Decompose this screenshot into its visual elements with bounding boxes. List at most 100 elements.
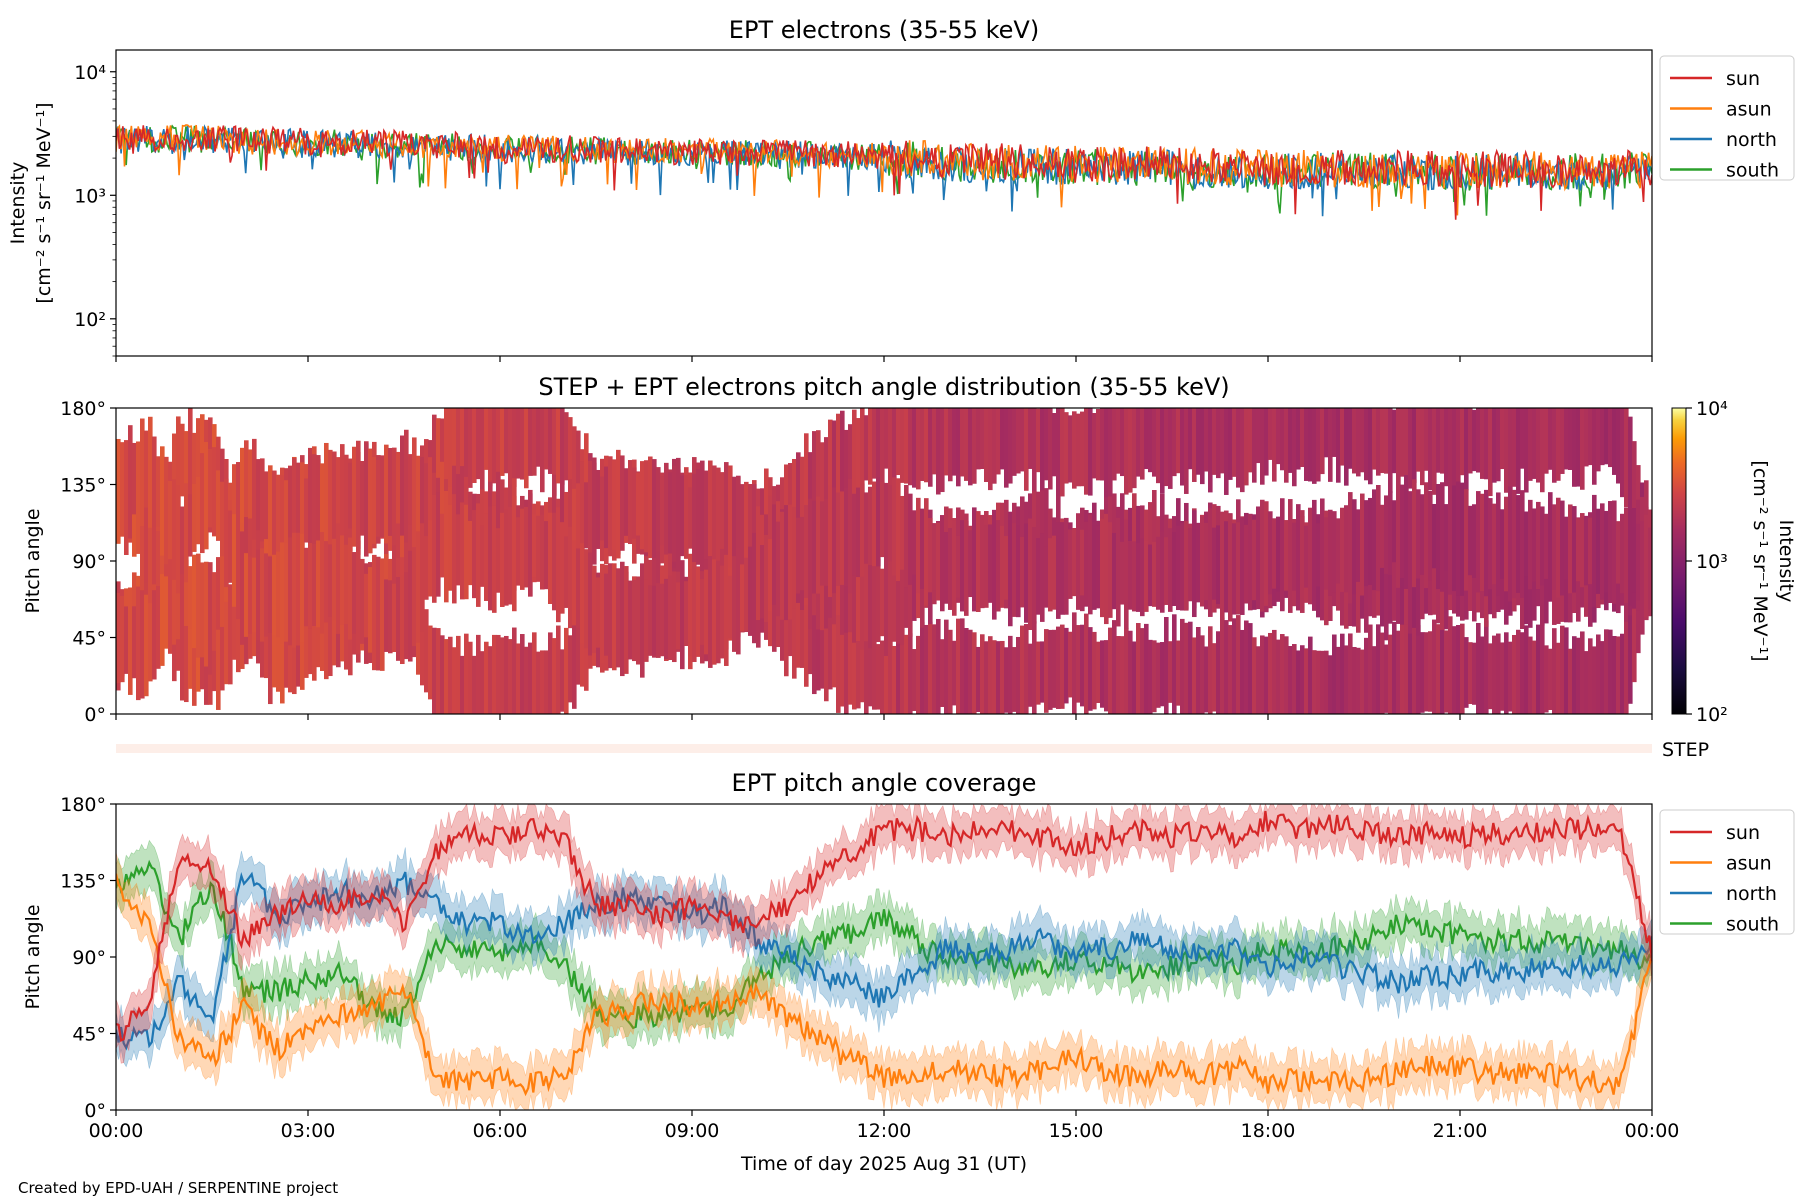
pad-cell xyxy=(1092,413,1097,479)
pad-cell xyxy=(1544,645,1549,713)
pad-cell xyxy=(448,636,453,714)
pad-cell xyxy=(804,582,809,687)
pad-cell xyxy=(1152,408,1157,477)
pad-cell xyxy=(1272,408,1277,482)
pad-cell xyxy=(1596,508,1601,594)
pad-cell xyxy=(1608,501,1613,603)
pad-cell xyxy=(1108,522,1113,618)
pad-cell xyxy=(1356,509,1361,582)
pad-cell xyxy=(664,468,669,555)
pad-cell xyxy=(316,540,321,628)
pad-cell xyxy=(280,474,285,559)
pad-cell xyxy=(332,578,337,666)
pad-cell xyxy=(580,461,585,574)
pad-cell xyxy=(1312,650,1317,714)
pad-cell xyxy=(1416,408,1421,472)
pad-cell xyxy=(1372,646,1377,714)
pad-cell xyxy=(828,419,833,522)
pad-cell xyxy=(1124,519,1129,629)
pad-cell xyxy=(492,634,497,714)
pad-cell xyxy=(708,460,713,567)
pad-cell xyxy=(1160,531,1165,613)
pad-cell xyxy=(416,455,421,536)
pad-cell xyxy=(1300,645,1305,714)
pad-cell xyxy=(1012,647,1017,712)
pad-cell xyxy=(424,463,429,541)
colorbar-ticks: 10² 10³ 10⁴ xyxy=(1686,398,1728,726)
pad-cell xyxy=(408,550,413,662)
pad-cell xyxy=(168,556,173,654)
pad-cell xyxy=(1548,492,1553,602)
pad-cell xyxy=(736,547,741,655)
pad-cell xyxy=(496,634,501,714)
pad-cell xyxy=(1312,499,1317,611)
pad-cell xyxy=(124,606,129,674)
pad-cell xyxy=(1260,635,1265,714)
pad-cell xyxy=(1192,408,1197,482)
pad-cell xyxy=(1536,501,1541,590)
pad-cell xyxy=(504,635,509,714)
pad-cell xyxy=(1304,525,1309,588)
pad-cell xyxy=(1492,635,1497,714)
pad-cell xyxy=(1396,473,1401,588)
pad-cell xyxy=(908,493,913,585)
pad-cell xyxy=(1648,527,1652,610)
pad-cell xyxy=(132,442,137,515)
pad-cell xyxy=(1636,523,1641,601)
pad-cell xyxy=(980,634,985,714)
pad-cell xyxy=(568,417,573,493)
y-tick-label: 0° xyxy=(84,704,106,726)
pad-cell xyxy=(876,408,881,483)
y-tick-label: 180° xyxy=(60,794,106,816)
pad-cell xyxy=(324,541,329,623)
pad-cell xyxy=(820,501,825,586)
pad-cell xyxy=(528,408,533,476)
pad-cell xyxy=(1152,640,1157,713)
pad-cell xyxy=(1528,636,1533,714)
pad-cell xyxy=(180,593,185,701)
pad-cell xyxy=(1520,408,1525,469)
pad-cell xyxy=(972,632,977,714)
pad-cell xyxy=(368,567,373,653)
pad-cell xyxy=(1620,513,1625,594)
pad-cell xyxy=(896,540,901,644)
pad-cell xyxy=(380,558,385,671)
pad-cell xyxy=(188,613,193,689)
pad-cell xyxy=(1208,408,1213,493)
pad-cell xyxy=(620,561,625,677)
pad-cell xyxy=(428,457,433,554)
pad-cell xyxy=(384,444,389,544)
pad-cell xyxy=(672,571,677,663)
pad-cell xyxy=(800,516,805,591)
pad-cell xyxy=(936,618,941,714)
x-tick-label: 12:00 xyxy=(857,1120,912,1142)
pad-cell xyxy=(1200,408,1205,485)
pad-cell xyxy=(1460,623,1465,714)
pad-cell xyxy=(1292,522,1297,591)
pad-cell xyxy=(516,643,521,714)
pad-cell xyxy=(1616,636,1621,714)
pad-cell xyxy=(1232,618,1237,714)
pad-cell xyxy=(540,514,545,590)
coverage-x-ticks: 00:00 03:00 06:00 09:00 12:00 15:00 18:00 21:00… xyxy=(89,1110,1679,1142)
pad-cell xyxy=(368,448,373,554)
pad-cell xyxy=(1440,408,1445,474)
pad-cell xyxy=(816,430,821,527)
pad-cell xyxy=(1104,408,1109,500)
pad-cell xyxy=(552,408,557,496)
legend-label-north: north xyxy=(1726,883,1777,905)
pad-cell xyxy=(648,456,653,559)
pad-cell xyxy=(1572,636,1577,714)
pad-cell xyxy=(1088,515,1093,615)
intensity-x-ticks xyxy=(115,356,1653,362)
pad-cell xyxy=(496,408,501,496)
pad-cell xyxy=(268,557,273,633)
x-tick-label: 03:00 xyxy=(281,1120,336,1142)
pad-cell xyxy=(992,509,997,620)
pad-cell xyxy=(932,624,937,714)
pad-cell xyxy=(724,462,729,563)
pad-cell xyxy=(312,543,317,626)
pad-cell xyxy=(524,506,529,588)
pad-cell xyxy=(1128,541,1133,610)
pad-cell xyxy=(1244,524,1249,604)
